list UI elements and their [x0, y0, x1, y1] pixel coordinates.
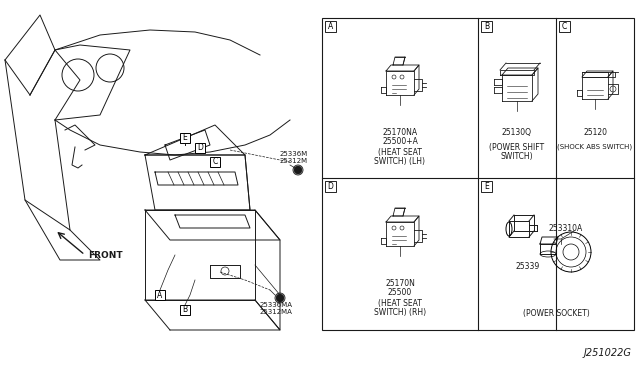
Text: 25500+A: 25500+A: [382, 137, 418, 146]
Text: (POWER SHIFT: (POWER SHIFT: [490, 143, 545, 152]
Text: SWITCH): SWITCH): [500, 152, 533, 161]
Bar: [481, 181, 492, 192]
Bar: [481, 21, 492, 32]
Text: E: E: [484, 182, 489, 191]
Text: 25500: 25500: [388, 288, 412, 297]
Bar: [180, 133, 190, 143]
Text: B: B: [182, 305, 188, 314]
Text: J251022G: J251022G: [583, 348, 631, 358]
Text: SWITCH) (RH): SWITCH) (RH): [374, 308, 426, 317]
Bar: [325, 21, 336, 32]
Text: 25339: 25339: [516, 262, 540, 271]
Text: 25170NA: 25170NA: [383, 128, 417, 137]
Text: FRONT: FRONT: [88, 251, 123, 260]
Circle shape: [294, 166, 302, 174]
Text: 25312M: 25312M: [280, 158, 308, 164]
Text: (SHOCK ABS SWITCH): (SHOCK ABS SWITCH): [557, 143, 632, 150]
Bar: [322, 18, 634, 330]
Bar: [155, 290, 165, 300]
Text: 253310A: 253310A: [549, 224, 583, 233]
Bar: [180, 305, 190, 315]
Text: 25312MA: 25312MA: [260, 309, 293, 315]
Text: (HEAT SEAT: (HEAT SEAT: [378, 148, 422, 157]
Text: A: A: [328, 22, 333, 31]
Text: D: D: [197, 144, 203, 153]
Text: 25336M: 25336M: [280, 151, 308, 157]
Bar: [210, 157, 220, 167]
Text: (HEAT SEAT: (HEAT SEAT: [378, 299, 422, 308]
Bar: [195, 143, 205, 153]
Text: E: E: [182, 134, 188, 142]
Text: 25170N: 25170N: [385, 279, 415, 288]
Bar: [559, 21, 570, 32]
Text: D: D: [328, 182, 333, 191]
Text: SWITCH) (LH): SWITCH) (LH): [374, 157, 426, 166]
Bar: [325, 181, 336, 192]
Text: 25336MA: 25336MA: [260, 302, 293, 308]
Text: 25120: 25120: [583, 128, 607, 137]
Text: C: C: [212, 157, 218, 167]
Circle shape: [276, 294, 284, 302]
Text: A: A: [157, 291, 163, 299]
Text: B: B: [484, 22, 489, 31]
Text: 25130Q: 25130Q: [502, 128, 532, 137]
Text: C: C: [562, 22, 567, 31]
Text: (POWER SOCKET): (POWER SOCKET): [523, 309, 589, 318]
